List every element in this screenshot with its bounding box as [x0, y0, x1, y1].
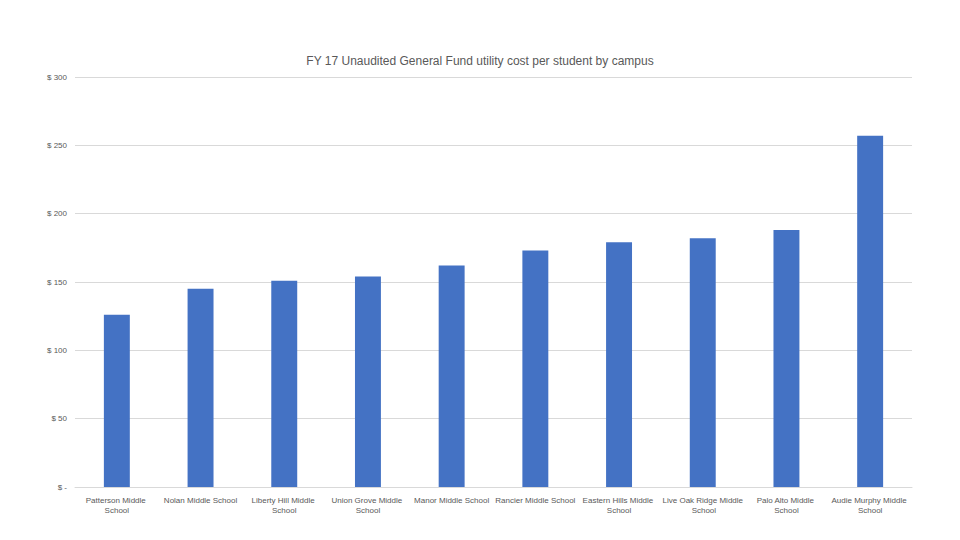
svg-text:School: School	[858, 506, 883, 515]
svg-text:School: School	[774, 506, 799, 515]
svg-text:Liberty Hill Middle: Liberty Hill Middle	[252, 496, 317, 505]
svg-text:School: School	[607, 506, 632, 515]
svg-text:$ 150: $ 150	[47, 278, 68, 287]
svg-text:$ 250: $ 250	[47, 141, 68, 150]
svg-text:Audie Murphy Middle: Audie Murphy Middle	[831, 496, 908, 505]
svg-text:Nolan Middle School: Nolan Middle School	[164, 496, 238, 505]
svg-text:FY 17 Unaudited General Fund u: FY 17 Unaudited General Fund utility cos…	[306, 54, 653, 68]
svg-text:School: School	[356, 506, 381, 515]
svg-text:$ 50: $ 50	[51, 414, 67, 423]
svg-text:Patterson Middle: Patterson Middle	[86, 496, 148, 505]
svg-text:Union Grove Middle: Union Grove Middle	[331, 496, 404, 505]
svg-text:$ 200: $ 200	[47, 209, 68, 218]
svg-text:$ 300: $ 300	[47, 73, 68, 82]
svg-text:School: School	[105, 506, 130, 515]
svg-text:Eastern Hills Middle: Eastern Hills Middle	[583, 496, 656, 505]
svg-text:Live Oak Ridge Middle: Live Oak Ridge Middle	[663, 496, 744, 505]
svg-text:School: School	[272, 506, 297, 515]
svg-text:$ -: $ -	[58, 483, 68, 492]
svg-text:$ 100: $ 100	[47, 346, 68, 355]
svg-text:Rancier Middle School: Rancier Middle School	[495, 496, 575, 505]
svg-text:School: School	[689, 506, 716, 515]
svg-text:Manor Middle School: Manor Middle School	[414, 496, 489, 505]
svg-text:Palo Alto Middle: Palo Alto Middle	[757, 496, 817, 505]
